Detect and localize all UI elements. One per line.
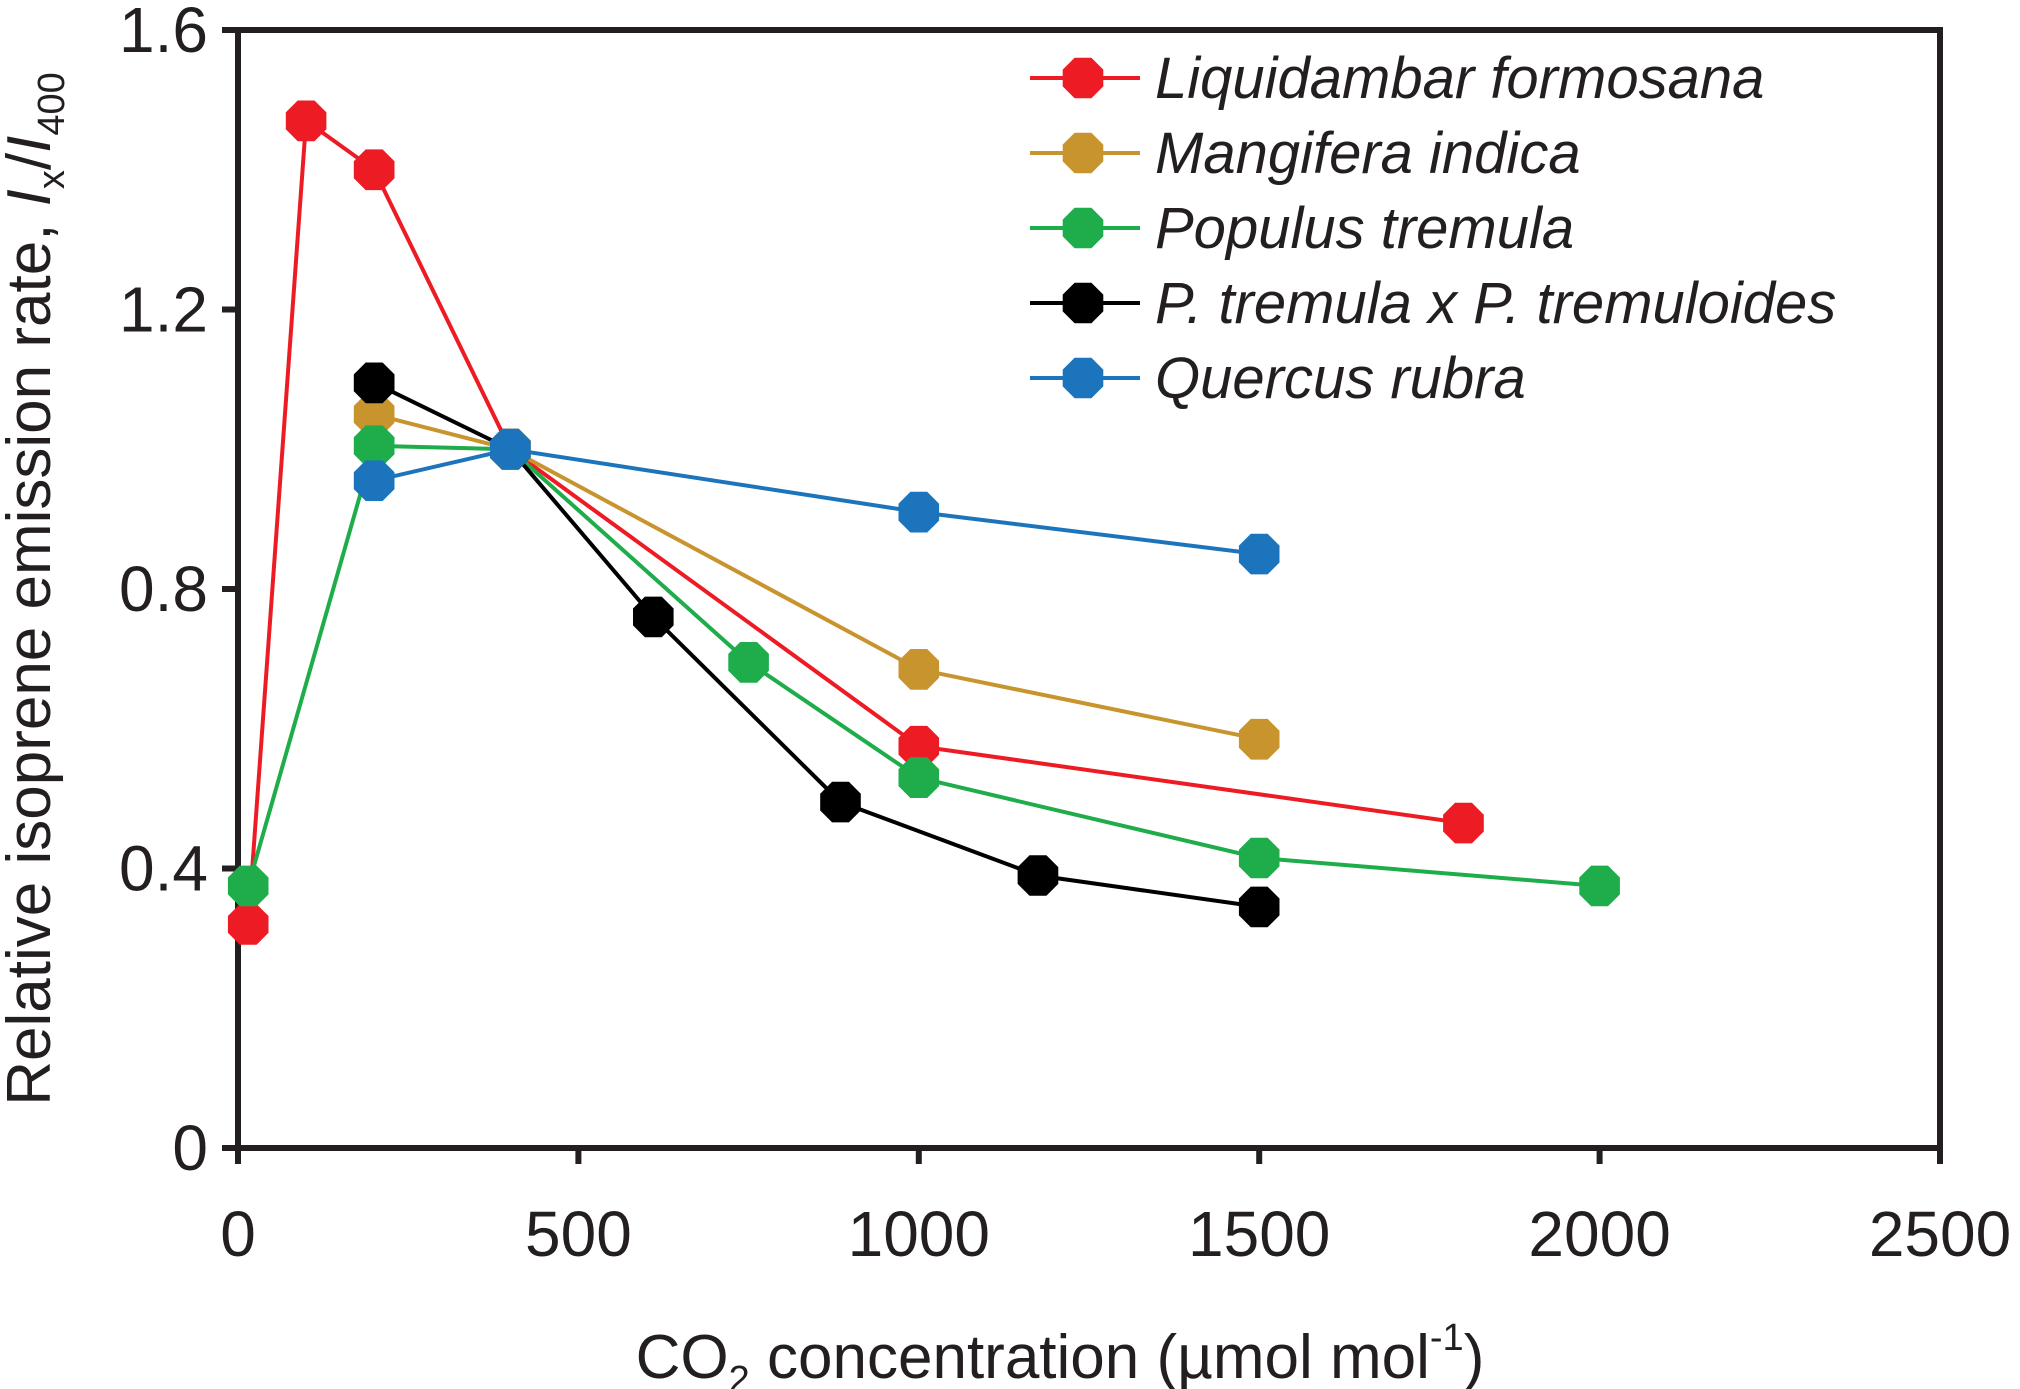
legend-label: Liquidambar formosana xyxy=(1155,46,1764,111)
data-point xyxy=(227,865,269,907)
data-point xyxy=(898,649,940,690)
x-tick-label: 500 xyxy=(525,1198,632,1270)
data-point xyxy=(1238,837,1280,879)
legend-item: Populus tremula xyxy=(1030,196,1574,261)
legend-label: Quercus rubra xyxy=(1155,346,1526,411)
legend-label: Mangifera indica xyxy=(1155,121,1581,186)
data-point xyxy=(1238,533,1280,575)
data-point xyxy=(898,491,940,533)
legend-marker xyxy=(1062,57,1104,99)
data-point xyxy=(353,460,395,501)
data-point xyxy=(353,362,395,404)
data-point xyxy=(1238,886,1280,928)
x-tick-label: 1500 xyxy=(1188,1198,1330,1270)
y-axis-label: Relative isoprene emission rate, Ix/I400 xyxy=(0,72,73,1106)
plot-frame xyxy=(235,27,1943,1151)
x-axis-ticks: 0 500 1000 1500 2000 2500 xyxy=(220,1148,2011,1270)
x-tick-label: 1000 xyxy=(848,1198,990,1270)
data-point xyxy=(353,425,395,467)
data-point xyxy=(353,149,395,191)
data-point xyxy=(728,642,769,683)
legend: Liquidambar formosana Mangifera indica Pop… xyxy=(1030,46,1836,411)
data-point xyxy=(227,904,269,945)
data-point xyxy=(1238,718,1280,760)
legend-label: Populus tremula xyxy=(1155,196,1574,261)
series-line xyxy=(373,412,1260,742)
y-tick-label: 1.6 xyxy=(119,0,208,66)
series-populus-tremula xyxy=(227,425,1620,907)
legend-marker xyxy=(1062,357,1104,399)
legend-marker xyxy=(1062,132,1104,174)
x-tick-label: 0 xyxy=(220,1198,256,1270)
data-point xyxy=(1443,802,1484,844)
series-line xyxy=(373,381,1260,909)
data-point xyxy=(820,781,861,823)
series-line xyxy=(246,117,1464,925)
legend-marker xyxy=(1062,207,1104,249)
x-tick-label: 2000 xyxy=(1528,1198,1670,1270)
data-point xyxy=(633,596,674,638)
data-point xyxy=(1579,865,1620,907)
x-tick-label: 2500 xyxy=(1869,1198,2011,1270)
y-tick-label: 0.8 xyxy=(119,553,208,625)
legend-item: Mangifera indica xyxy=(1030,121,1581,186)
series-quercus-rubra xyxy=(353,428,1280,575)
y-tick-label: 0 xyxy=(172,1112,208,1184)
y-axis-ticks: 0 0.4 0.8 1.2 1.6 xyxy=(119,0,238,1184)
legend-label: P. tremula x P. tremuloides xyxy=(1155,271,1836,336)
data-point xyxy=(1017,855,1059,896)
data-point xyxy=(490,428,531,470)
y-tick-label: 0.4 xyxy=(119,833,208,905)
data-point xyxy=(898,725,940,767)
legend-item: Liquidambar formosana xyxy=(1030,46,1764,111)
series-line xyxy=(373,447,1260,557)
data-point xyxy=(898,757,940,798)
legend-marker xyxy=(1062,282,1104,324)
series-layer xyxy=(227,100,1620,945)
legend-item: P. tremula x P. tremuloides xyxy=(1030,271,1836,336)
legend-item: Quercus rubra xyxy=(1030,346,1526,411)
x-axis-label: CO2 concentration (µmol mol-1) xyxy=(636,1317,1485,1389)
data-point xyxy=(353,394,395,435)
y-tick-label: 1.2 xyxy=(119,274,208,346)
data-point xyxy=(285,100,327,142)
